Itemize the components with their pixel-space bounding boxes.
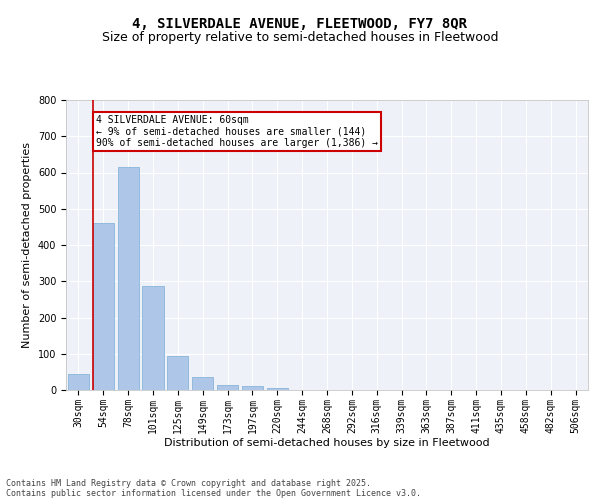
Bar — [68, 374, 89, 390]
Bar — [93, 223, 114, 390]
Text: 4, SILVERDALE AVENUE, FLEETWOOD, FY7 8QR: 4, SILVERDALE AVENUE, FLEETWOOD, FY7 8QR — [133, 18, 467, 32]
Bar — [192, 377, 213, 390]
Bar — [217, 385, 238, 390]
Bar — [142, 286, 164, 390]
Text: 4 SILVERDALE AVENUE: 60sqm
← 9% of semi-detached houses are smaller (144)
90% of: 4 SILVERDALE AVENUE: 60sqm ← 9% of semi-… — [97, 114, 379, 148]
Bar — [167, 356, 188, 390]
Text: Contains HM Land Registry data © Crown copyright and database right 2025.: Contains HM Land Registry data © Crown c… — [6, 478, 371, 488]
Bar — [242, 386, 263, 390]
Y-axis label: Number of semi-detached properties: Number of semi-detached properties — [22, 142, 32, 348]
X-axis label: Distribution of semi-detached houses by size in Fleetwood: Distribution of semi-detached houses by … — [164, 438, 490, 448]
Text: Size of property relative to semi-detached houses in Fleetwood: Size of property relative to semi-detach… — [102, 31, 498, 44]
Bar — [267, 388, 288, 390]
Bar — [118, 167, 139, 390]
Text: Contains public sector information licensed under the Open Government Licence v3: Contains public sector information licen… — [6, 488, 421, 498]
